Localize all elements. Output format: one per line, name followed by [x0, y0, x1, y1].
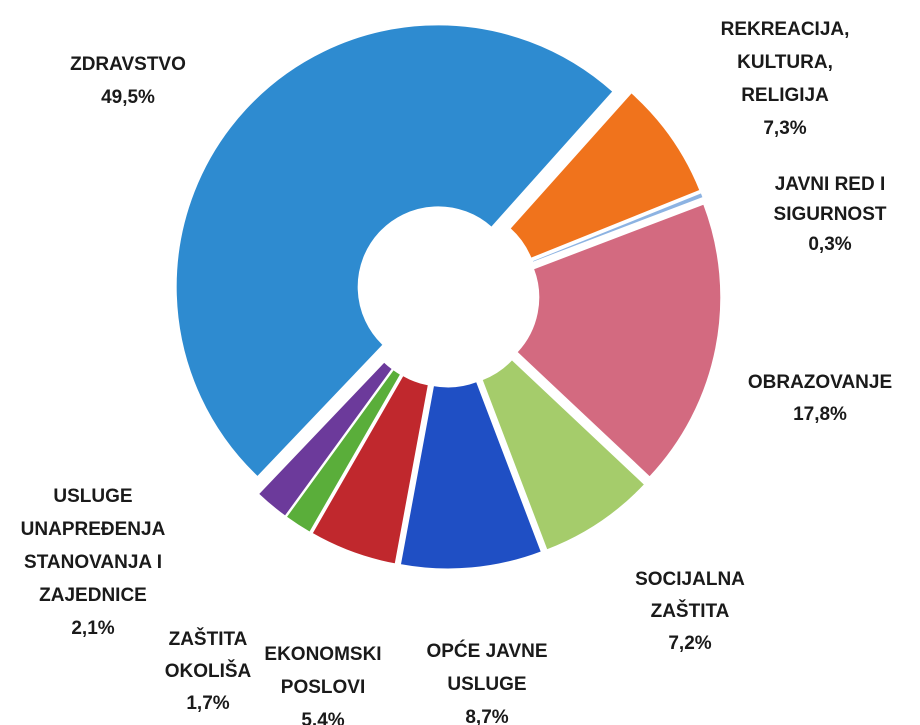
- label-line: OBRAZOVANJE: [748, 372, 892, 393]
- slice: [257, 361, 393, 517]
- label-line: REKREACIJA,: [721, 19, 850, 40]
- slice: [509, 92, 701, 259]
- value-label: 17,8%: [793, 404, 847, 425]
- slice-label: ZAŠTITA OKOLIŠA: [165, 628, 252, 682]
- slice-label: OBRAZOVANJE: [748, 372, 892, 393]
- label-line: ZAŠTITA: [169, 628, 248, 650]
- label-line: OKOLIŠA: [165, 660, 252, 682]
- label-line: ZAŠTITA: [651, 600, 730, 622]
- slice: [481, 359, 646, 551]
- label-line: EKONOMSKI: [264, 644, 381, 665]
- slice-label: USLUGE UNAPREĐENJA STANOVANJA I ZAJEDNICE: [21, 486, 166, 606]
- label-line: USLUGE: [447, 674, 526, 695]
- value-label: 7,2%: [668, 633, 711, 654]
- label-line: SOCIJALNA: [635, 569, 745, 590]
- value-label: 7,3%: [763, 118, 806, 139]
- slice: [531, 192, 704, 263]
- slice: [399, 381, 542, 570]
- slice-label: EKONOMSKI POSLOVI: [264, 644, 381, 698]
- label-line: KULTURA,: [737, 52, 833, 73]
- label-line: RELIGIJA: [741, 85, 829, 106]
- slice-label: SOCIJALNA ZAŠTITA: [635, 569, 745, 622]
- slice: [285, 369, 402, 533]
- label-line: SIGURNOST: [774, 204, 887, 225]
- label-line: POSLOVI: [281, 677, 365, 698]
- label-line: USLUGE: [53, 486, 132, 507]
- label-line: STANOVANJA I: [24, 552, 162, 573]
- label-line: OPĆE JAVNE: [426, 640, 547, 662]
- value-label: 0,3%: [808, 234, 851, 255]
- slice-label: JAVNI RED I SIGURNOST: [774, 174, 887, 225]
- slice-label: OPĆE JAVNE USLUGE: [426, 640, 547, 695]
- label-line: JAVNI RED I: [775, 174, 886, 195]
- slice-label: REKREACIJA, KULTURA, RELIGIJA: [721, 19, 850, 106]
- label-line: ZDRAVSTVO: [70, 54, 186, 75]
- value-label: 5,4%: [301, 710, 344, 725]
- slice: [175, 24, 614, 478]
- slice: [311, 374, 429, 565]
- label-line: UNAPREĐENJA: [21, 519, 166, 540]
- value-label: 8,7%: [465, 707, 508, 725]
- value-label: 1,7%: [186, 693, 229, 714]
- slice: [516, 203, 722, 478]
- slice-label: ZDRAVSTVO: [70, 54, 186, 75]
- label-line: ZAJEDNICE: [39, 585, 147, 606]
- value-label: 49,5%: [101, 87, 155, 108]
- value-label: 2,1%: [71, 618, 114, 639]
